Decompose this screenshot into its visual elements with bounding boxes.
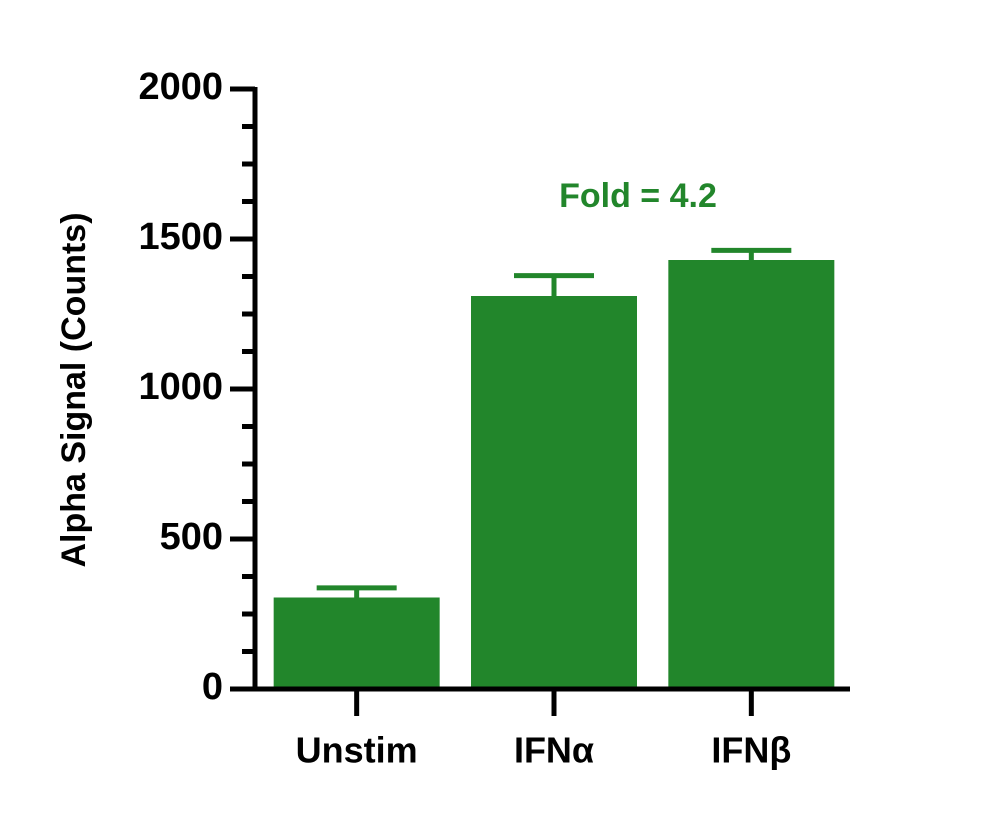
x-tick-label: IFNα xyxy=(514,730,594,771)
y-tick-label: 0 xyxy=(202,666,223,708)
bar xyxy=(273,597,440,689)
y-tick-label: 500 xyxy=(160,516,223,558)
annotation: Fold = 4.2 xyxy=(559,177,717,215)
bar xyxy=(668,260,835,689)
y-axis-label: Alpha Signal (Counts) xyxy=(55,212,93,567)
y-tick-label: 2000 xyxy=(138,66,223,108)
x-tick-label: IFNβ xyxy=(711,730,791,771)
y-tick-label: 1000 xyxy=(138,366,223,408)
y-tick-label: 1500 xyxy=(138,216,223,258)
x-tick-label: Unstim xyxy=(296,730,418,771)
bar xyxy=(471,296,637,689)
